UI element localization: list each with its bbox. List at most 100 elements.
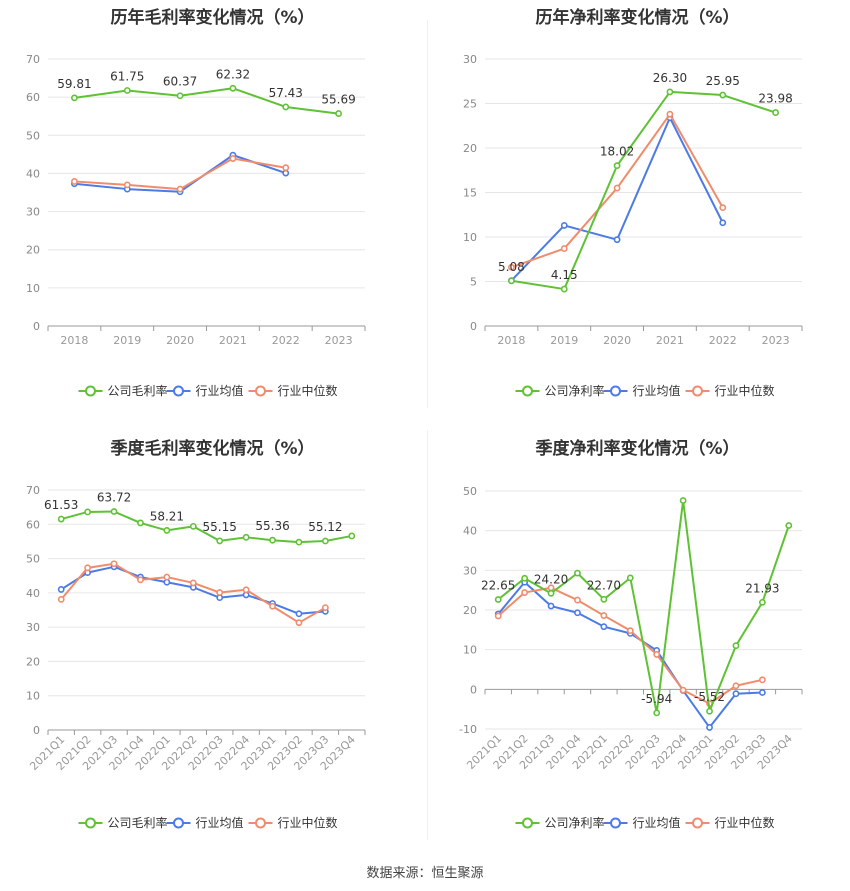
data-point [71,94,78,102]
series-line-company [511,90,776,291]
legend-label: 行业中位数 [278,383,338,398]
data-source-note: 数据来源：恒生聚源 [366,866,484,881]
legend-marker [692,817,703,829]
data-label: 59.81 [57,77,91,91]
x-tick-label: 2019 [550,334,578,347]
data-label: 21.93 [745,581,779,595]
data-point [216,537,224,545]
data-label: 23.98 [758,92,792,106]
data-label: 62.32 [216,67,250,81]
data-label: 18.02 [600,145,634,159]
data-point [282,164,290,172]
x-tick-label: 2023 [325,334,353,347]
data-point [176,92,184,100]
legend-item: 行业均值 [166,815,244,830]
data-point [706,724,713,731]
chart-svg: 0102030405060702021Q12021Q22021Q32021Q42… [26,484,366,830]
data-point [123,181,131,189]
y-tick-label: 40 [463,525,477,538]
data-point [269,602,276,610]
y-tick-label: 70 [26,484,40,497]
data-point [600,612,608,619]
data-label: -5.94 [641,692,672,706]
legend-item: 行业均值 [166,383,244,398]
data-point [295,610,303,618]
series-line-company [497,499,790,714]
legend-label: 行业均值 [633,383,681,398]
data-point [560,222,568,229]
data-label: 61.75 [110,69,144,83]
y-tick-label: 30 [26,621,40,634]
data-point [335,110,342,117]
data-point [574,609,581,617]
data-label: 63.72 [97,491,131,505]
data-point [666,88,674,96]
data-point [732,642,740,650]
y-tick-label: 20 [26,244,40,257]
legend-marker [522,817,533,829]
series-line-industry-median [497,586,763,705]
data-point [282,103,290,111]
data-point [494,596,502,603]
legend-marker [85,817,96,829]
data-point [772,109,779,116]
divider-bottom [427,430,428,840]
chart-svg: 0 10 20 30 40 50 60 70 2018 2019 2020 2021 2022 2023 5… [26,53,366,398]
y-tick-label: 50 [463,485,477,498]
legend-label: 行业均值 [196,815,244,830]
x-tick-label: 2018 [60,334,88,347]
data-point [732,682,740,690]
data-point [295,619,303,627]
y-tick-label: 10 [26,282,40,295]
data-label: 61.53 [44,498,78,512]
data-point [785,522,793,529]
data-point [229,84,237,92]
data-point [176,185,184,193]
y-tick-label: 50 [26,129,40,142]
x-tick-label: 2018 [497,334,525,347]
legend-label: 行业均值 [196,383,244,398]
data-point [163,527,171,534]
data-point [216,589,224,596]
legend-marker [85,385,96,397]
y-tick-label: 5 [470,276,477,289]
legend-item: 行业中位数 [685,383,775,398]
y-tick-label: 40 [26,167,40,180]
data-label: 55.12 [308,520,342,534]
chart-svg: -10010203040502021Q12021Q22021Q32021Q420… [459,485,803,830]
quarterly-net-margin-chart: 季度净利率变化情况（%） -10 0 10 20 30 40 50 2021Q1 2021Q2 2… [425,430,850,850]
data-point [521,589,529,596]
data-point [574,569,581,577]
data-point [229,155,237,162]
data-label: 4.15 [551,268,578,282]
legend-item: 公司毛利率 [78,815,168,830]
legend-label: 行业均值 [633,815,681,830]
data-point [321,537,329,545]
data-point [242,533,250,541]
data-label: 22.65 [481,578,515,592]
data-point [758,598,766,606]
data-point [110,508,118,515]
data-point [57,515,65,523]
y-tick-label: 60 [26,91,40,104]
legend-marker [610,817,621,829]
legend-marker [173,385,184,397]
legend-item: 行业均值 [603,815,681,830]
y-tick-label: 0 [33,724,40,737]
chart-title: 历年净利率变化情况（%） [535,8,740,28]
legend-label: 行业中位数 [715,815,775,830]
y-tick-label: 50 [26,553,40,566]
legend-label: 行业中位数 [278,815,338,830]
data-point [163,573,171,581]
legend-marker [522,385,533,397]
data-label: 5.08 [498,260,525,274]
data-label: 58.21 [150,509,184,523]
y-tick-label: 20 [26,655,40,668]
data-point [560,245,568,252]
data-point [348,532,356,540]
legend-item: 公司净利率 [515,383,605,398]
data-point [758,676,766,684]
data-point [321,604,329,611]
data-point [547,602,555,610]
x-tick-label: 2023 [762,334,790,347]
